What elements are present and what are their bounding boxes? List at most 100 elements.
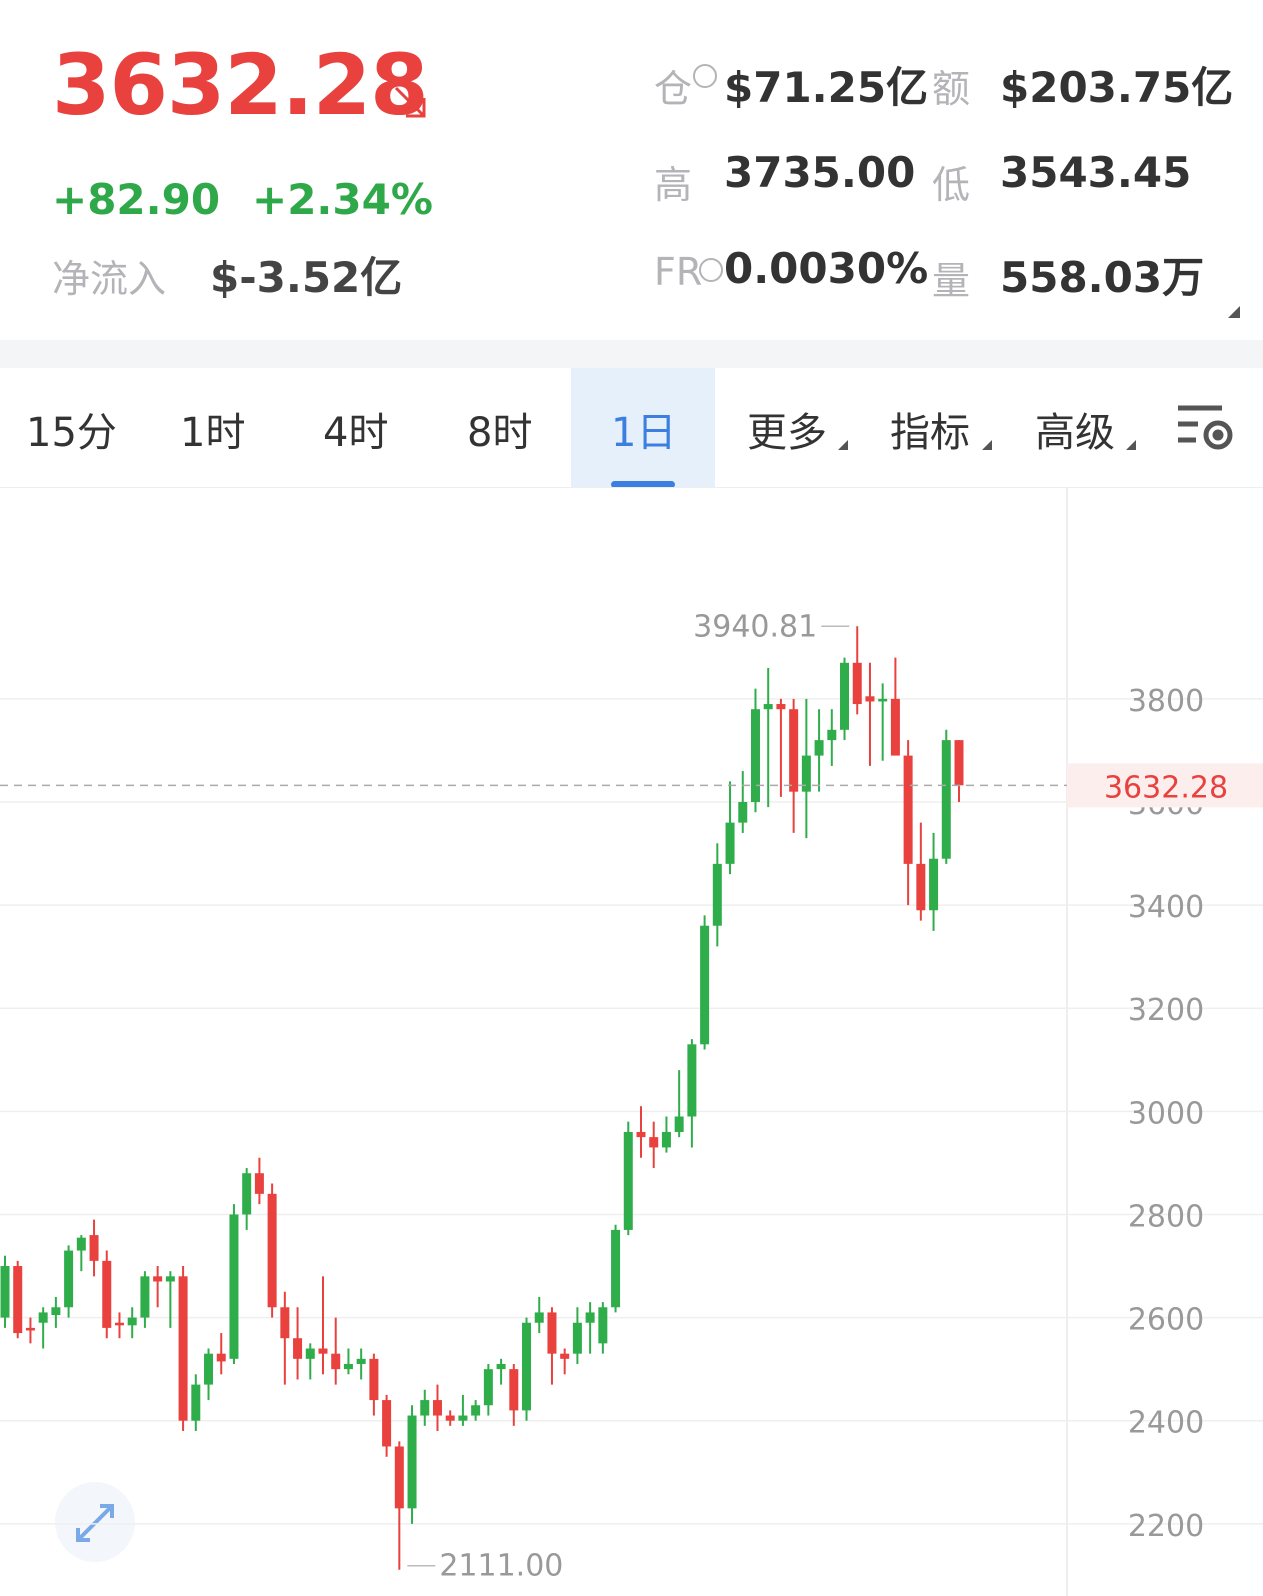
candle-body	[343, 1363, 353, 1370]
candle-body	[254, 1173, 264, 1194]
y-tick-label: 3200	[1128, 993, 1204, 1028]
stat-value: 3543.45	[1000, 148, 1192, 197]
separator	[0, 487, 1263, 488]
candle-body	[140, 1276, 150, 1318]
y-tick-label: 2800	[1128, 1199, 1204, 1234]
candle-body	[153, 1276, 163, 1282]
change: +82.90	[52, 175, 221, 224]
candle-body	[522, 1322, 532, 1411]
low-label: 2111.00	[439, 1549, 563, 1584]
y-tick-label: 3000	[1128, 1096, 1204, 1131]
tab[interactable]: 更多	[747, 410, 827, 456]
candle-body	[712, 863, 722, 926]
candle-body	[598, 1307, 608, 1344]
y-tick-label: 2200	[1128, 1509, 1204, 1544]
high-label: 3940.81	[693, 609, 817, 644]
candle-body	[318, 1348, 328, 1354]
candle-body	[407, 1415, 417, 1509]
candle-body	[458, 1415, 468, 1421]
tab[interactable]: 4时	[323, 410, 389, 456]
expand-icon[interactable]	[55, 1482, 135, 1562]
candle-body	[445, 1415, 455, 1421]
candle-body	[293, 1338, 303, 1359]
tab[interactable]: 指标	[890, 410, 970, 456]
candle-body	[331, 1353, 341, 1370]
candle-body	[305, 1348, 315, 1359]
tab[interactable]: 1日	[611, 410, 677, 456]
stat-label: 量	[932, 259, 971, 303]
candle-body	[750, 709, 760, 802]
candle-body	[483, 1369, 493, 1406]
candle-body	[560, 1353, 570, 1359]
net-inflow-label: 净流入	[52, 257, 167, 301]
candle-body	[852, 662, 862, 705]
candle-body	[674, 1116, 684, 1132]
candle-body	[623, 1131, 633, 1230]
y-tick-label: 2600	[1128, 1303, 1204, 1338]
tab[interactable]: 8时	[467, 410, 533, 456]
y-tick-label: 2400	[1128, 1406, 1204, 1441]
candle-body	[0, 1266, 10, 1318]
candle-body	[534, 1312, 544, 1323]
candle-body	[191, 1384, 201, 1421]
stat-label: 高	[654, 163, 693, 207]
stat-label: FR	[654, 250, 703, 294]
stat-label: 额	[932, 67, 971, 111]
candle-body	[636, 1131, 646, 1138]
stat-label: 低	[932, 163, 971, 207]
candle-body	[814, 740, 824, 756]
candle-body	[509, 1369, 519, 1411]
candle-body	[13, 1266, 23, 1334]
candle-body	[394, 1446, 404, 1509]
candle-body	[356, 1358, 366, 1364]
candle-body	[25, 1327, 35, 1331]
candle-body	[242, 1173, 252, 1215]
y-tick-label: 3800	[1128, 684, 1204, 719]
candle-body	[382, 1400, 392, 1447]
stat-value: 3735.00	[724, 148, 916, 197]
candle-body	[547, 1312, 557, 1354]
candle-body	[776, 704, 786, 710]
candle-body	[700, 925, 710, 1045]
candle-body	[687, 1044, 697, 1117]
candle-body	[165, 1276, 175, 1282]
candle-body	[51, 1307, 61, 1316]
candle-body	[178, 1276, 188, 1421]
active-tab-indicator	[611, 481, 675, 488]
candle-body	[903, 755, 913, 864]
candle-body	[229, 1214, 239, 1359]
candle-body	[496, 1363, 506, 1370]
candle-body	[280, 1307, 290, 1339]
candle-body	[420, 1400, 430, 1416]
candle-body	[827, 729, 837, 741]
candle-body	[89, 1235, 99, 1261]
stat-value: 558.03万	[1000, 253, 1205, 302]
tab[interactable]: 1时	[180, 410, 246, 456]
price: 3632.28	[52, 36, 429, 134]
active-tab-bg	[571, 368, 715, 488]
candle-body	[38, 1312, 48, 1323]
candle-body	[890, 698, 900, 756]
divider	[0, 340, 1263, 368]
stat-label: 仓	[654, 67, 693, 111]
candle-body	[661, 1131, 671, 1148]
candle-body	[216, 1353, 226, 1362]
candle-body	[789, 709, 799, 792]
settings-icon[interactable]	[1178, 405, 1233, 450]
candle-body	[127, 1317, 137, 1326]
tab[interactable]: 15分	[26, 410, 117, 456]
candle-body	[572, 1322, 582, 1354]
candle-body	[941, 740, 951, 859]
stat-value: $71.25亿	[724, 63, 929, 112]
candle-body	[585, 1312, 595, 1323]
stat-value: 0.0030%	[724, 244, 929, 293]
change-pct: +2.34%	[252, 175, 433, 224]
tab[interactable]: 高级	[1035, 410, 1115, 456]
y-tick-label: 3400	[1128, 890, 1204, 925]
header-icons	[693, 64, 1240, 318]
candle-body	[114, 1322, 124, 1326]
last-price-label: 3632.28	[1104, 770, 1228, 805]
down-arrow-icon	[394, 86, 426, 118]
